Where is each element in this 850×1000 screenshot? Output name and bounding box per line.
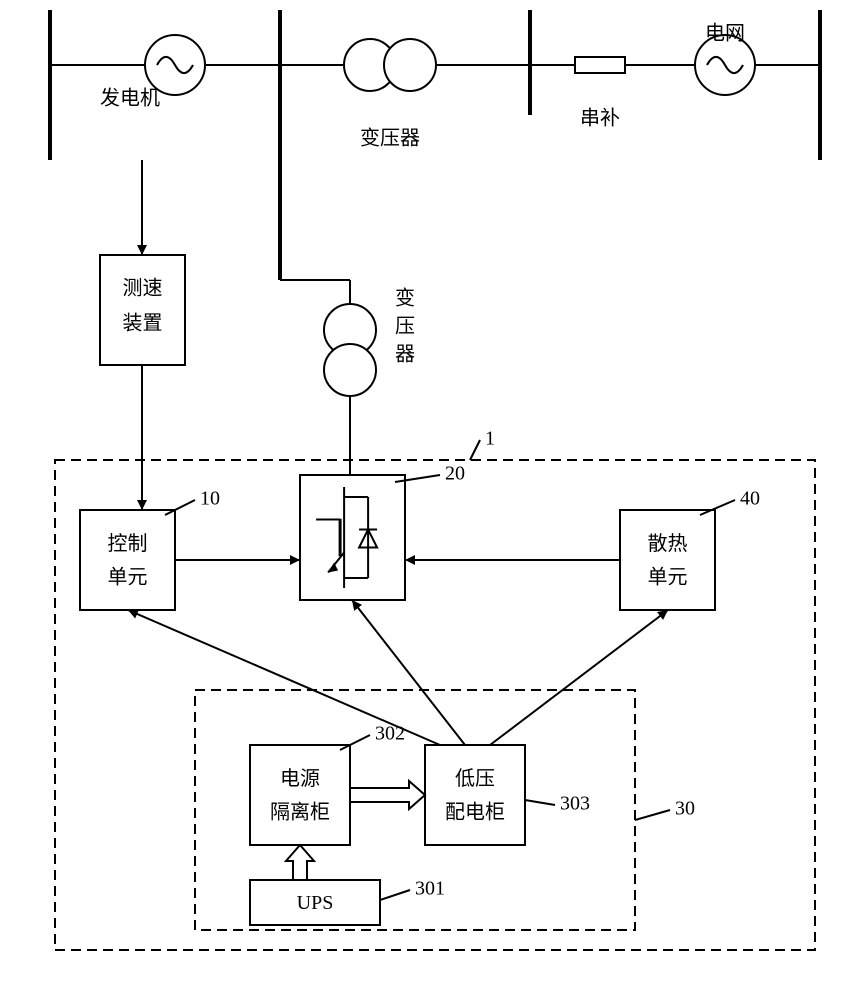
series-comp-icon xyxy=(575,57,625,73)
isolation-cabinet-label: 隔离柜 xyxy=(270,800,330,823)
power-supply-num: 30 xyxy=(675,798,695,820)
isolation-cabinet-label: 电源 xyxy=(280,767,320,790)
lv-distribution-cabinet xyxy=(425,745,525,845)
control-unit xyxy=(80,510,175,610)
isolation-cabinet-num: 302 xyxy=(375,723,405,745)
lv-distribution-cabinet-num: 303 xyxy=(560,793,590,815)
transformer-label: 变压器 xyxy=(360,127,420,150)
isolation-cabinet xyxy=(250,745,350,845)
speed-sensor-label: 测速 xyxy=(123,277,163,300)
speed-sensor-label: 装置 xyxy=(123,312,163,335)
generator-label: 发电机 xyxy=(100,87,160,110)
control-unit-label: 控制 xyxy=(108,532,148,555)
cooling-unit xyxy=(620,510,715,610)
svg-text:器: 器 xyxy=(395,344,415,366)
svg-text:压: 压 xyxy=(395,316,415,338)
cooling-unit-label: 散热 xyxy=(648,532,688,555)
ups-box-label: UPS xyxy=(297,892,334,914)
lv-distribution-cabinet-label: 配电柜 xyxy=(445,800,505,823)
grid-label: 电网 xyxy=(705,22,745,45)
series-comp-label: 串补 xyxy=(580,107,620,130)
cooling-unit-num: 40 xyxy=(740,488,760,510)
control-unit-label: 单元 xyxy=(108,565,148,588)
control-unit-num: 10 xyxy=(200,488,220,510)
system-num: 1 xyxy=(485,428,495,450)
cooling-unit-label: 单元 xyxy=(648,565,688,588)
svg-text:变: 变 xyxy=(395,287,415,310)
ups-box-num: 301 xyxy=(415,878,445,900)
igbt-num: 20 xyxy=(445,463,465,485)
lv-distribution-cabinet-label: 低压 xyxy=(455,767,495,790)
igbt-module xyxy=(300,475,405,600)
speed-sensor-box xyxy=(100,255,185,365)
